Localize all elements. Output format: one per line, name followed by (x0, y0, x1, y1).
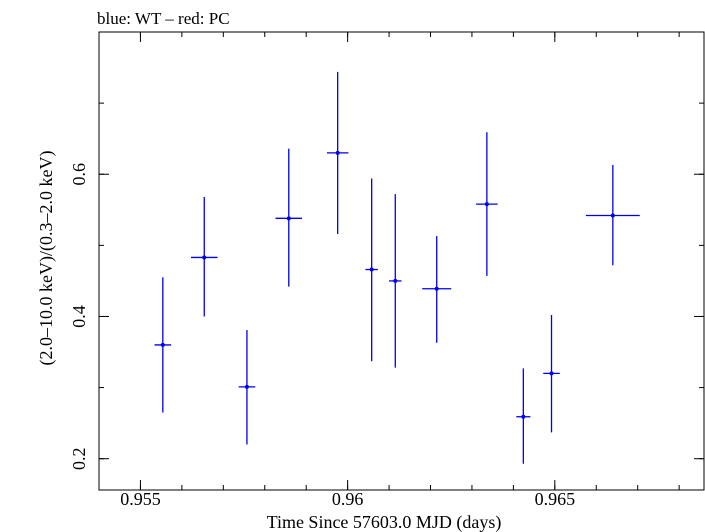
data-point (365, 178, 378, 362)
data-point (326, 71, 349, 234)
x-tick-label: 0.96 (332, 489, 364, 509)
data-marker (484, 202, 489, 207)
data-marker (434, 286, 439, 291)
data-marker (160, 342, 165, 347)
chart-title: blue: WT – red: PC (97, 9, 230, 28)
data-point (238, 329, 256, 445)
y-tick-label: 0.4 (69, 305, 89, 328)
data-marker (202, 255, 207, 260)
y-axis-label: (2.0–10.0 keV)/(0.3–2.0 keV) (36, 151, 57, 366)
data-point (585, 164, 640, 266)
data-marker (521, 414, 526, 419)
x-tick-label: 0.955 (120, 489, 161, 509)
data-point (476, 132, 498, 276)
data-point (190, 196, 218, 317)
data-point (389, 194, 402, 368)
data-marker (369, 267, 374, 272)
data-marker (286, 216, 291, 221)
plot-frame (98, 31, 705, 491)
x-axis-label: Time Since 57603.0 MJD (days) (267, 512, 502, 532)
data-point (543, 315, 560, 433)
data-marker (393, 278, 398, 283)
data-point (154, 277, 172, 413)
data-point (422, 236, 452, 343)
data-point (275, 148, 303, 287)
data-marker (335, 150, 340, 155)
data-marker (244, 384, 249, 389)
y-tick-label: 0.6 (69, 163, 89, 186)
x-tick-label: 0.965 (535, 489, 576, 509)
y-tick-label: 0.2 (69, 447, 89, 470)
data-point (516, 368, 531, 464)
data-marker (610, 213, 615, 218)
data-marker (549, 371, 554, 376)
